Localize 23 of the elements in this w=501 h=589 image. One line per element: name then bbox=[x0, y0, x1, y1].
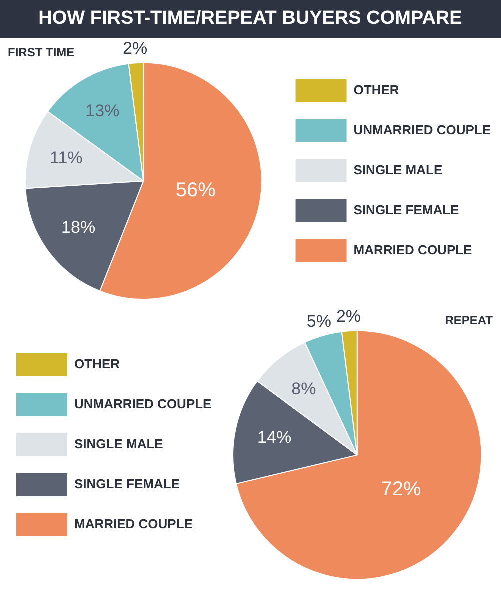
legend-label: SINGLE FEMALE bbox=[74, 476, 180, 492]
legend-label: SINGLE MALE bbox=[354, 162, 443, 178]
data-label: 11% bbox=[50, 148, 83, 168]
data-label: 13% bbox=[86, 102, 120, 121]
chart-subtitle: REPEAT bbox=[445, 314, 494, 328]
data-label: 72% bbox=[381, 478, 422, 500]
legend-label: MARRIED COUPLE bbox=[354, 242, 473, 258]
legend-label: OTHER bbox=[354, 82, 400, 98]
legend-label: UNMARRIED COUPLE bbox=[354, 122, 492, 138]
data-label: 8% bbox=[292, 379, 316, 398]
chart-title: HOW FIRST-TIME/REPEAT BUYERS COMPARE bbox=[0, 0, 501, 38]
legend-label: UNMARRIED COUPLE bbox=[74, 396, 212, 412]
data-label: 5% bbox=[306, 312, 332, 331]
data-label: 18% bbox=[62, 218, 96, 238]
data-label: 56% bbox=[176, 180, 216, 202]
legend-label: SINGLE FEMALE bbox=[354, 202, 460, 218]
data-label: 2% bbox=[336, 306, 362, 326]
data-label: 2% bbox=[123, 38, 148, 58]
legend-label: MARRIED COUPLE bbox=[74, 516, 194, 532]
data-label: 14% bbox=[258, 428, 292, 447]
legend-label: OTHER bbox=[74, 356, 121, 372]
legend-label: SINGLE MALE bbox=[74, 436, 164, 452]
chart-subtitle: FIRST TIME bbox=[8, 46, 75, 60]
